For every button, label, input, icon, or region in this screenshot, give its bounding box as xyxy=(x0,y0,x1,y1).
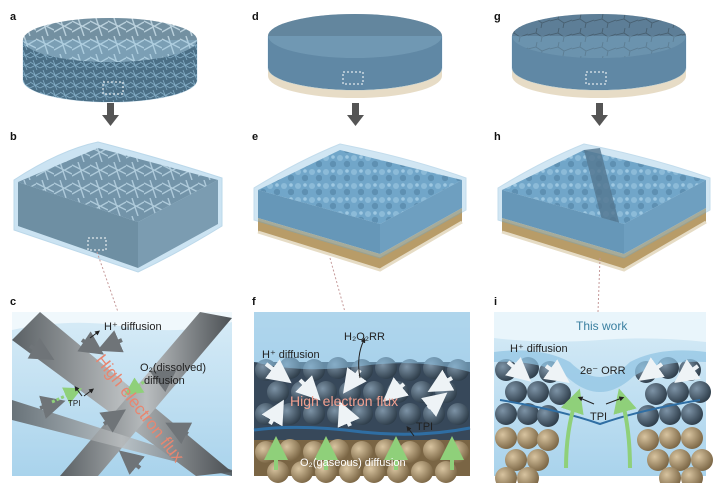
c-h-diffusion: H⁺ diffusion xyxy=(104,321,162,333)
block-b xyxy=(13,141,223,273)
disc-a xyxy=(22,18,198,103)
f-o2-gaseous: O₂(gaseous) diffusion xyxy=(300,457,406,469)
i-this-work: This work xyxy=(576,319,628,333)
fiber-horizontal xyxy=(12,400,232,476)
disc-d xyxy=(267,14,443,98)
down-arrow-a-b xyxy=(102,103,119,126)
zoom-box-b xyxy=(87,237,107,251)
panel-i: This work H⁺ diffusion 2e⁻ ORR TPI xyxy=(494,312,713,483)
label-f: f xyxy=(252,296,256,308)
label-h: h xyxy=(494,131,501,143)
block-e xyxy=(253,143,467,272)
zoom-line-i xyxy=(597,257,601,313)
label-i: i xyxy=(494,296,497,308)
down-arrow-g-h xyxy=(591,103,608,126)
f-tpi: TPI xyxy=(416,421,433,433)
tan-particles-i-right xyxy=(637,427,713,483)
i-h-diffusion: H⁺ diffusion xyxy=(510,343,568,355)
tan-particles-i-left xyxy=(495,427,559,483)
down-arrow-d-e xyxy=(347,103,364,126)
c-o2-diffusion: diffusion xyxy=(144,375,185,387)
panel-c: H⁺ diffusion O₂(dissolved) diffusion TPI… xyxy=(12,312,232,476)
i-tpi: TPI xyxy=(590,411,607,423)
zoom-box-d xyxy=(342,71,364,85)
f-h-diffusion: H⁺ diffusion xyxy=(262,349,320,361)
panel-f: H⁺ diffusion H₂O₂RR High electron flux T… xyxy=(253,312,471,483)
label-e: e xyxy=(252,131,258,143)
label-b: b xyxy=(10,131,17,143)
label-a: a xyxy=(10,11,17,23)
i-2e-orr: 2e⁻ ORR xyxy=(580,365,626,377)
zoom-box-g xyxy=(585,71,607,85)
label-g: g xyxy=(494,11,501,23)
zoom-line-f xyxy=(329,257,346,313)
zoom-line-c xyxy=(96,251,119,313)
c-o2-dissolved: O₂(dissolved) xyxy=(140,362,206,374)
zoom-box-a xyxy=(102,81,124,95)
c-tpi: TPI xyxy=(68,399,80,408)
block-h xyxy=(497,143,711,272)
f-h2o2rr: H₂O₂RR xyxy=(344,331,385,343)
disc-g xyxy=(511,14,687,98)
f-high-electron-flux: High electron flux xyxy=(290,393,398,409)
label-c: c xyxy=(10,296,16,308)
label-d: d xyxy=(252,11,259,23)
